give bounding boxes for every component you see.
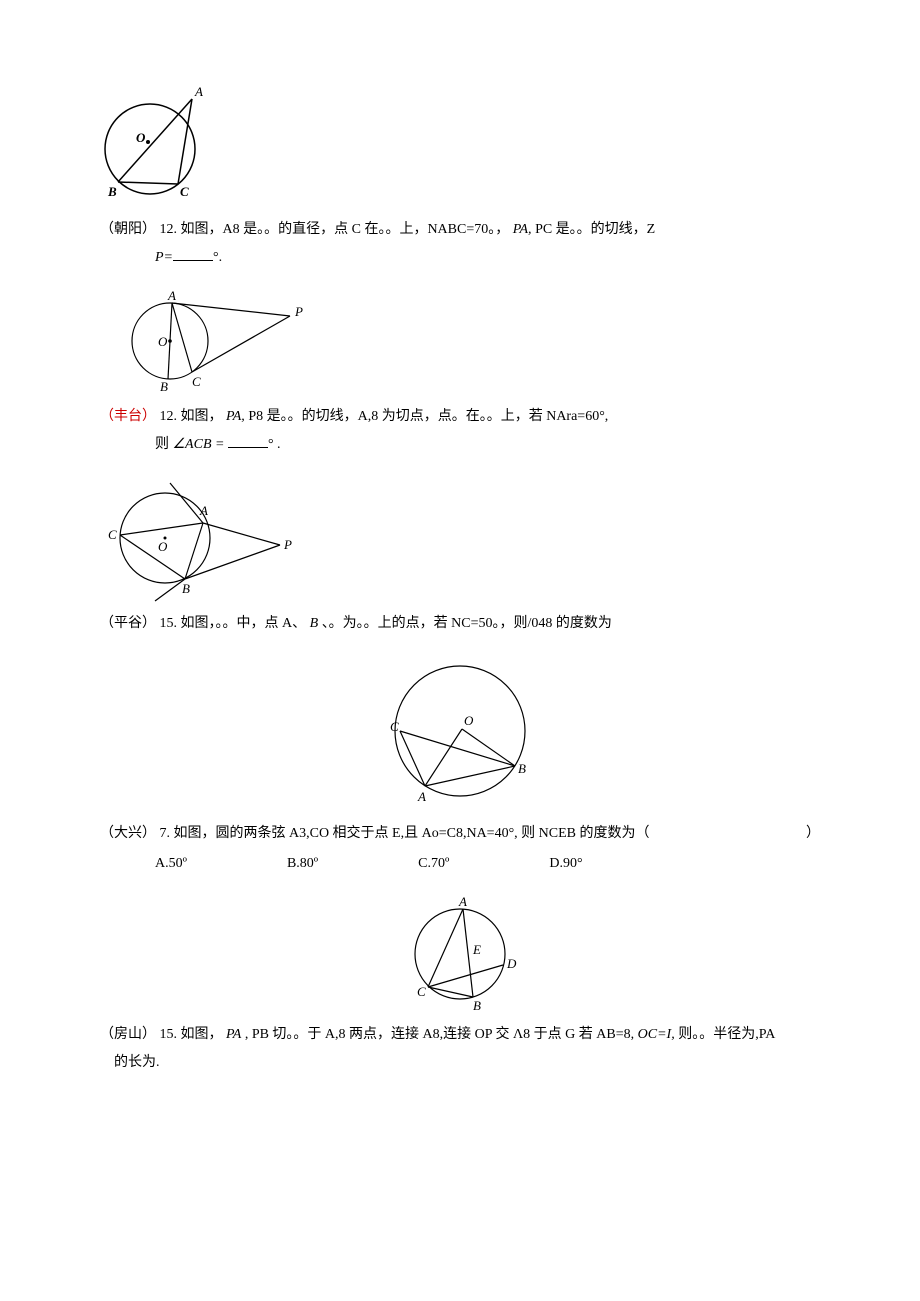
source-label: （房山） — [100, 1027, 156, 1042]
problem-chaoyang-12: （朝阳） 12. 如图，A8 是。。的直径，点 C 在。。上，NABC=70。，… — [100, 219, 820, 270]
source-label: （平谷） — [100, 616, 156, 631]
problem-text: （朝阳） 12. 如图，A8 是。。的直径，点 C 在。。上，NABC=70。，… — [100, 219, 820, 241]
figure-4: C O A B — [100, 651, 820, 811]
source-label: （大兴） — [100, 826, 156, 841]
label-C: C — [180, 184, 189, 199]
figure-5: A C B D E — [100, 892, 820, 1012]
label-C: C — [417, 984, 426, 999]
question-number: 15. — [160, 616, 178, 631]
question-text: 如图，圆的两条弦 A3,CO 相交于点 E,且 Ao=C8,NA=40°, 则 … — [174, 826, 650, 841]
option-D: D.90° — [549, 853, 582, 875]
question-text-3: 则。。半径为,PA — [678, 1027, 775, 1042]
blank-underline — [173, 247, 213, 261]
problem-text: （房山） 15. 如图， PA , PB 切。。于 A,8 两点，连接 A8,连… — [100, 1024, 820, 1046]
label-B: B — [473, 998, 481, 1012]
equation-line: 则 ∠ACB = ° . — [155, 434, 820, 456]
eq-P: P= — [155, 250, 173, 265]
eq-angle: ∠ACB = — [173, 437, 228, 452]
equation-line: P= °. — [155, 247, 820, 269]
label-A: A — [417, 789, 426, 804]
option-C: C.70º — [418, 853, 449, 875]
source-label: （朝阳） — [100, 222, 156, 237]
question-line2: 的长为. — [114, 1052, 820, 1074]
label-A: A — [458, 894, 467, 909]
question-paren-end: ） — [806, 823, 820, 845]
label-P: P — [283, 537, 292, 552]
question-text-1: 如图， — [181, 1027, 223, 1042]
option-B: B.80º — [287, 853, 318, 875]
problem-fengtai-12: （丰台） 12. 如图， PA, P8 是。。的切线，A,8 为切点，点。在。。… — [100, 406, 820, 457]
label-D: D — [506, 956, 517, 971]
question-number: 15. — [160, 1027, 178, 1042]
label-B: B — [182, 581, 190, 596]
question-number: 12. — [160, 409, 178, 424]
b-italic: B — [310, 616, 319, 631]
problem-pinggu-15: （平谷） 15. 如图，。。中，点 A、 B 、。为。。上的点，若 NC=50。… — [100, 613, 820, 635]
question-text-2: PC 是。。的切线，Z — [535, 222, 655, 237]
figure-1: A O B C — [100, 84, 820, 209]
problem-text: （丰台） 12. 如图， PA, P8 是。。的切线，A,8 为切点，点。在。。… — [100, 406, 820, 428]
label-O: O — [158, 539, 168, 554]
question-text-2: P8 是。。的切线，A,8 为切点，点。在。。上，若 NAra=60°, — [248, 409, 608, 424]
label-E: E — [472, 942, 481, 957]
label-B: B — [107, 184, 117, 199]
problem-daxing-7: （大兴） 7. 如图，圆的两条弦 A3,CO 相交于点 E,且 Ao=C8,NA… — [100, 823, 820, 876]
label-O: O — [158, 334, 168, 349]
question-text-2: 、。为。。上的点，若 NC=50。，则/048 的度数为 — [322, 616, 612, 631]
problem-text: （平谷） 15. 如图，。。中，点 A、 B 、。为。。上的点，若 NC=50。… — [100, 613, 820, 635]
label-O: O — [464, 713, 474, 728]
problem-text: （大兴） 7. 如图，圆的两条弦 A3,CO 相交于点 E,且 Ao=C8,NA… — [100, 823, 820, 845]
question-text-1: 如图， — [181, 409, 223, 424]
question-number: 12. — [160, 222, 178, 237]
option-A: A.50º — [155, 853, 187, 875]
degree-unit: ° . — [268, 437, 281, 452]
label-P: P — [294, 304, 303, 319]
label-O: O — [136, 130, 146, 145]
label-A: A — [194, 84, 203, 99]
label-A: A — [167, 288, 176, 303]
label-C: C — [108, 527, 117, 542]
oc-italic: OC=I, — [638, 1027, 679, 1042]
source-label: （丰台） — [100, 409, 156, 424]
label-B: B — [518, 761, 526, 776]
question-text-1: 如图，。。中，点 A、 — [181, 616, 307, 631]
label-B: B — [160, 379, 168, 394]
blank-underline — [228, 434, 268, 448]
problem-fangshan-15: （房山） 15. 如图， PA , PB 切。。于 A,8 两点，连接 A8,连… — [100, 1024, 820, 1075]
figure-3: A O B C P — [100, 473, 820, 603]
pa-pc-italic: PA, — [513, 222, 535, 237]
label-C: C — [390, 719, 399, 734]
degree-unit: °. — [213, 250, 222, 265]
label-A: A — [199, 503, 208, 518]
pa-italic: PA, — [226, 409, 248, 424]
question-text-2: , PB 切。。于 A,8 两点，连接 A8,连接 OP 交 Λ8 于点 G 若… — [245, 1027, 634, 1042]
eq-prefix: 则 — [155, 437, 169, 452]
label-C: C — [192, 374, 201, 389]
pa-italic: PA — [226, 1027, 241, 1042]
options-row: A.50º B.80º C.70º D.90° — [155, 853, 820, 875]
question-number: 7. — [160, 826, 171, 841]
figure-2: A O B C P — [120, 286, 820, 396]
question-text-1: 如图，A8 是。。的直径，点 C 在。。上，NABC=70。， — [181, 222, 510, 237]
